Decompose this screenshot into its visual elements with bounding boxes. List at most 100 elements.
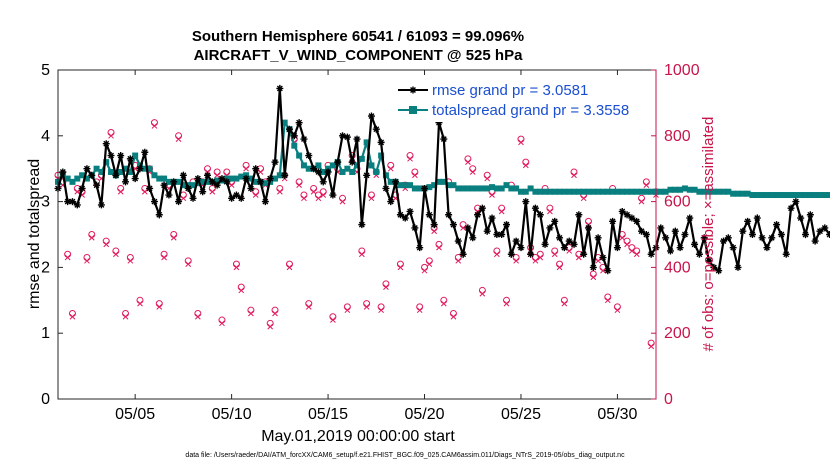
totalspread-point — [445, 182, 452, 189]
totalspread-point — [778, 192, 785, 199]
obs-assimilated-point — [252, 192, 259, 198]
obs-assimilated-point — [484, 175, 491, 182]
x-tick-label: 05/05 — [115, 406, 155, 423]
totalspread-point — [773, 192, 780, 199]
obs-assimilated-point — [450, 313, 457, 320]
rmse-point — [512, 237, 520, 245]
totalspread-point — [339, 168, 346, 175]
totalspread-point — [763, 192, 770, 199]
rmse-point — [609, 217, 617, 225]
rmse-point — [189, 194, 197, 202]
obs-assimilated-point — [180, 195, 187, 202]
obs-assimilated-point — [590, 274, 597, 281]
obs-assimilated-point — [566, 248, 573, 254]
rmse-point — [536, 211, 544, 219]
rmse-point — [638, 227, 646, 235]
obs-assimilated-point — [469, 169, 476, 175]
totalspread-point — [83, 175, 90, 182]
rmse-point — [488, 214, 496, 222]
rmse-point — [117, 152, 125, 160]
totalspread-point — [730, 190, 737, 197]
totalspread-point — [354, 162, 360, 169]
y-tick-label: 3 — [41, 194, 50, 211]
rmse-point — [425, 211, 433, 219]
rmse-point — [112, 171, 120, 179]
obs-assimilated-point — [117, 188, 124, 195]
rmse-point — [748, 231, 756, 238]
totalspread-point — [556, 188, 563, 195]
totalspread-point — [431, 182, 438, 189]
y-tick-label: 5 — [41, 62, 50, 79]
totalspread-point — [228, 175, 235, 182]
obs-assimilated-point — [537, 254, 544, 261]
rmse-point — [710, 263, 718, 271]
totalspread-point — [469, 185, 476, 192]
rmse-point — [170, 178, 178, 186]
rmse-point — [580, 250, 588, 258]
rmse-point — [440, 135, 448, 143]
totalspread-point — [614, 188, 621, 195]
totalspread-point — [696, 188, 703, 195]
rmse-point — [633, 217, 641, 225]
totalspread-point — [739, 190, 746, 197]
data-file-footnote: data file: /Users/raeder/DAI/ATM_forcXX/… — [185, 452, 625, 459]
obs-assimilated-point — [440, 300, 447, 307]
rmse-point — [353, 135, 361, 143]
totalspread-point — [489, 184, 496, 191]
obs-assimilated-point — [368, 195, 375, 202]
rmse-point — [252, 165, 260, 173]
rmse-point — [83, 165, 91, 173]
totalspread-point — [165, 178, 172, 185]
totalspread-point — [807, 192, 814, 199]
obs-assimilated-point — [238, 287, 245, 294]
obs-assimilated-point — [214, 172, 220, 179]
obs-assimilated-point — [64, 254, 71, 261]
rmse-point — [777, 231, 785, 238]
obs-assimilated-point — [638, 198, 645, 205]
obs-assimilated-point — [614, 307, 621, 314]
obs-assimilated-point — [513, 257, 519, 264]
y-axis-label: rmse and totalspread — [26, 159, 43, 309]
totalspread-point — [517, 188, 524, 195]
totalspread-point — [305, 165, 312, 172]
rmse-point — [314, 168, 322, 176]
rmse-point — [416, 244, 424, 252]
legend-label-totalspread: totalspread grand pr = 3.3558 — [432, 102, 629, 119]
y-right-tick-label: 0 — [664, 391, 673, 408]
totalspread-point — [204, 178, 211, 185]
obs-assimilated-point — [498, 208, 505, 215]
totalspread-point — [498, 185, 505, 192]
obs-assimilated-point — [248, 310, 254, 317]
rmse-point — [724, 234, 732, 242]
obs-assimilated-point — [378, 307, 384, 314]
rmse-point — [165, 191, 173, 199]
obs-assimilated-point — [301, 195, 307, 202]
rmse-point — [599, 254, 607, 262]
y-tick-label: 0 — [41, 391, 50, 408]
totalspread-point — [826, 192, 830, 199]
chart-subtitle: AIRCRAFT_V_WIND_COMPONENT @ 525 hPa — [194, 47, 524, 64]
totalspread-point — [701, 188, 708, 195]
obs-assimilated-point — [272, 310, 278, 317]
totalspread-point — [672, 186, 679, 193]
totalspread-point — [426, 184, 433, 191]
obs-assimilated-point — [103, 241, 110, 248]
rmse-point — [136, 165, 144, 173]
y-right-tick-label: 200 — [664, 325, 691, 342]
obs-assimilated-point — [363, 304, 370, 310]
obs-assimilated-point — [267, 323, 274, 330]
x-axis: 05/05 05/10 05/15 05/20 05/25 05/30 — [115, 70, 638, 423]
obs-assimilated-point — [161, 254, 167, 261]
obs-assimilated-point — [276, 188, 283, 195]
rmse-point — [430, 221, 438, 229]
totalspread-point — [484, 185, 491, 192]
totalspread-point — [69, 178, 76, 185]
totalspread-point — [768, 192, 775, 199]
totalspread-point — [387, 178, 394, 185]
obs-assimilated-point — [460, 225, 466, 231]
rmse-point — [372, 125, 380, 133]
obs-assimilated-point — [629, 248, 635, 254]
obs-assimilated-point — [170, 234, 177, 241]
rmse-point — [73, 201, 81, 209]
rmse-point — [498, 231, 506, 238]
